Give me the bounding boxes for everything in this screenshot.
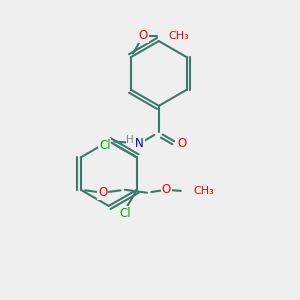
- Text: O: O: [178, 137, 187, 150]
- Text: O: O: [139, 29, 148, 42]
- Text: O: O: [98, 186, 107, 199]
- Text: H: H: [126, 135, 134, 146]
- Text: CH₃: CH₃: [194, 186, 214, 196]
- Text: N: N: [135, 137, 144, 150]
- Text: Cl: Cl: [99, 139, 110, 152]
- Text: O: O: [161, 183, 171, 196]
- Text: CH₃: CH₃: [168, 31, 189, 40]
- Text: Cl: Cl: [119, 207, 131, 220]
